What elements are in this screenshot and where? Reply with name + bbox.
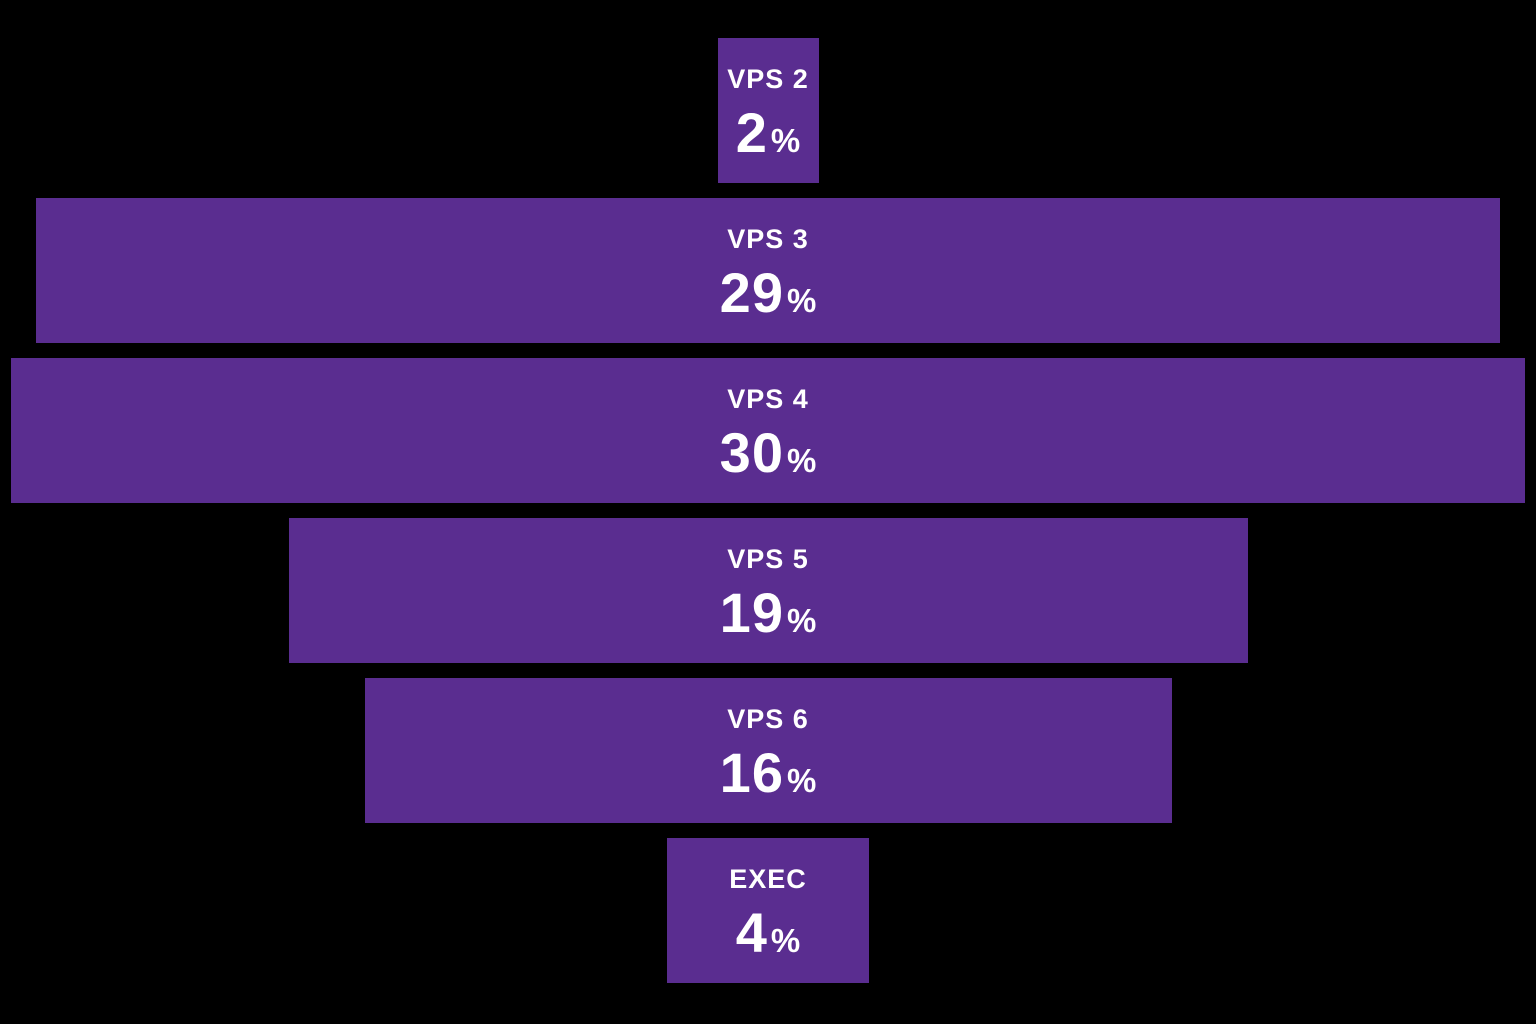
bar-value-percent-sign: %: [786, 762, 817, 799]
bar-category-label: VPS 5: [727, 544, 809, 574]
bar-value-number: 4: [735, 901, 768, 964]
bar-value-number: 30: [719, 421, 784, 484]
funnel-bar-vps-2: VPS 2 2%: [717, 38, 819, 183]
bar-category-label: VPS 2: [727, 64, 809, 94]
bar-category-label: VPS 6: [727, 704, 809, 734]
bar-value-percent-sign: %: [770, 922, 801, 959]
funnel-bar-vps-6: VPS 6 16%: [364, 678, 1172, 823]
bar-value-percent-sign: %: [786, 442, 817, 479]
bar-value-number: 19: [719, 581, 784, 644]
bar-value: 4%: [736, 905, 801, 961]
bar-value-percent-sign: %: [770, 122, 801, 159]
bar-value: 19%: [720, 585, 817, 641]
bar-category-label: VPS 3: [727, 224, 809, 254]
funnel-bar-vps-4: VPS 4 30%: [11, 358, 1525, 503]
bar-value: 16%: [720, 745, 817, 801]
funnel-bar-vps-5: VPS 5 19%: [288, 518, 1248, 663]
bar-value-percent-sign: %: [786, 602, 817, 639]
bar-value-percent-sign: %: [786, 282, 817, 319]
funnel-bar-exec: EXEC 4%: [667, 838, 869, 983]
bar-category-label: EXEC: [729, 864, 807, 894]
funnel-bar-vps-3: VPS 3 29%: [36, 198, 1500, 343]
bar-value-number: 2: [735, 101, 768, 164]
bar-value: 29%: [720, 265, 817, 321]
bar-value-number: 16: [719, 741, 784, 804]
bar-value: 2%: [736, 105, 801, 161]
bar-value-number: 29: [719, 261, 784, 324]
bar-category-label: VPS 4: [727, 384, 809, 414]
bar-value: 30%: [720, 425, 817, 481]
